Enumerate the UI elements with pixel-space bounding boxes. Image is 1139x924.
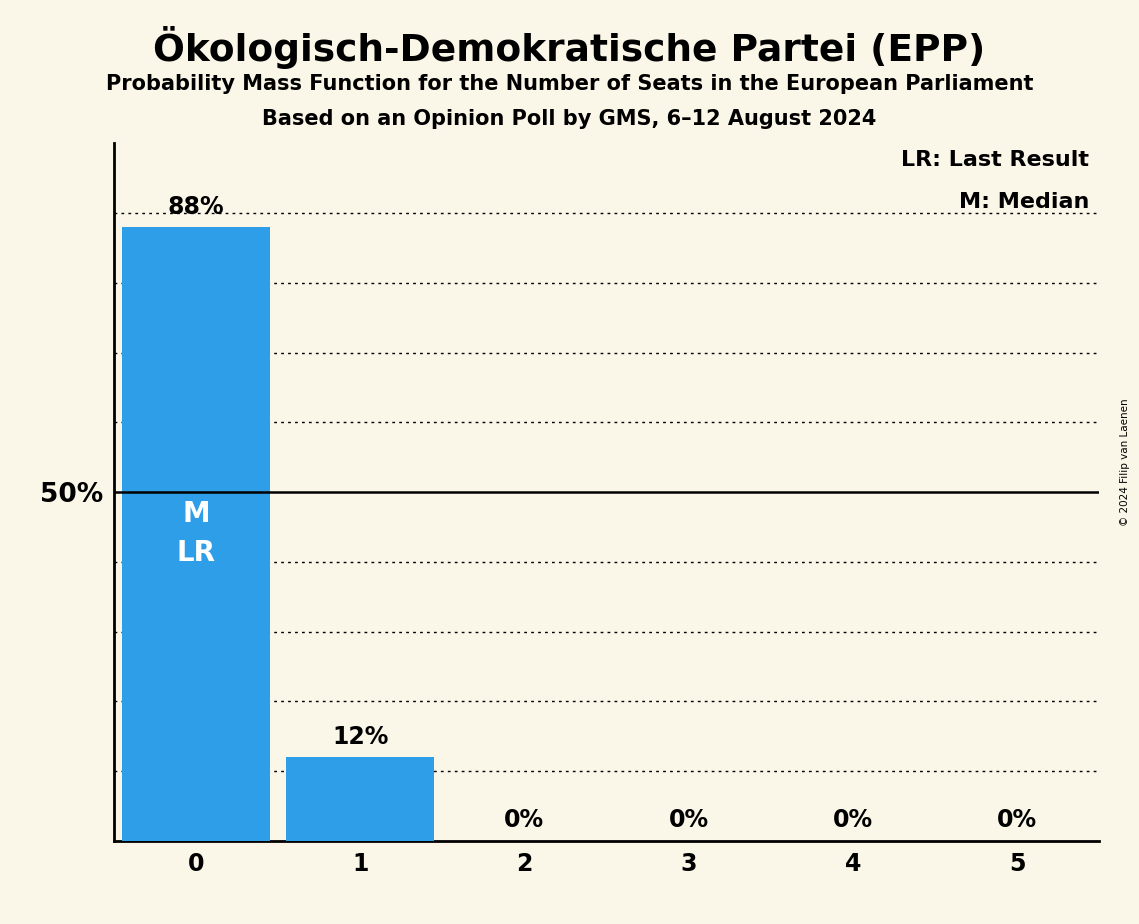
- Text: 0%: 0%: [505, 808, 544, 833]
- Text: © 2024 Filip van Laenen: © 2024 Filip van Laenen: [1121, 398, 1130, 526]
- Text: Probability Mass Function for the Number of Seats in the European Parliament: Probability Mass Function for the Number…: [106, 74, 1033, 94]
- Text: Based on an Opinion Poll by GMS, 6–12 August 2024: Based on an Opinion Poll by GMS, 6–12 Au…: [262, 109, 877, 129]
- Text: Ökologisch-Demokratische Partei (EPP): Ökologisch-Demokratische Partei (EPP): [154, 26, 985, 69]
- Bar: [122, 227, 270, 841]
- Text: 0%: 0%: [997, 808, 1038, 833]
- Text: 0%: 0%: [833, 808, 872, 833]
- Text: 0%: 0%: [669, 808, 708, 833]
- Text: 12%: 12%: [333, 724, 388, 748]
- Text: 88%: 88%: [167, 195, 224, 219]
- Text: M
LR: M LR: [177, 501, 215, 567]
- Text: M: Median: M: Median: [959, 192, 1089, 212]
- Bar: [286, 757, 434, 841]
- Text: LR: Last Result: LR: Last Result: [901, 151, 1089, 170]
